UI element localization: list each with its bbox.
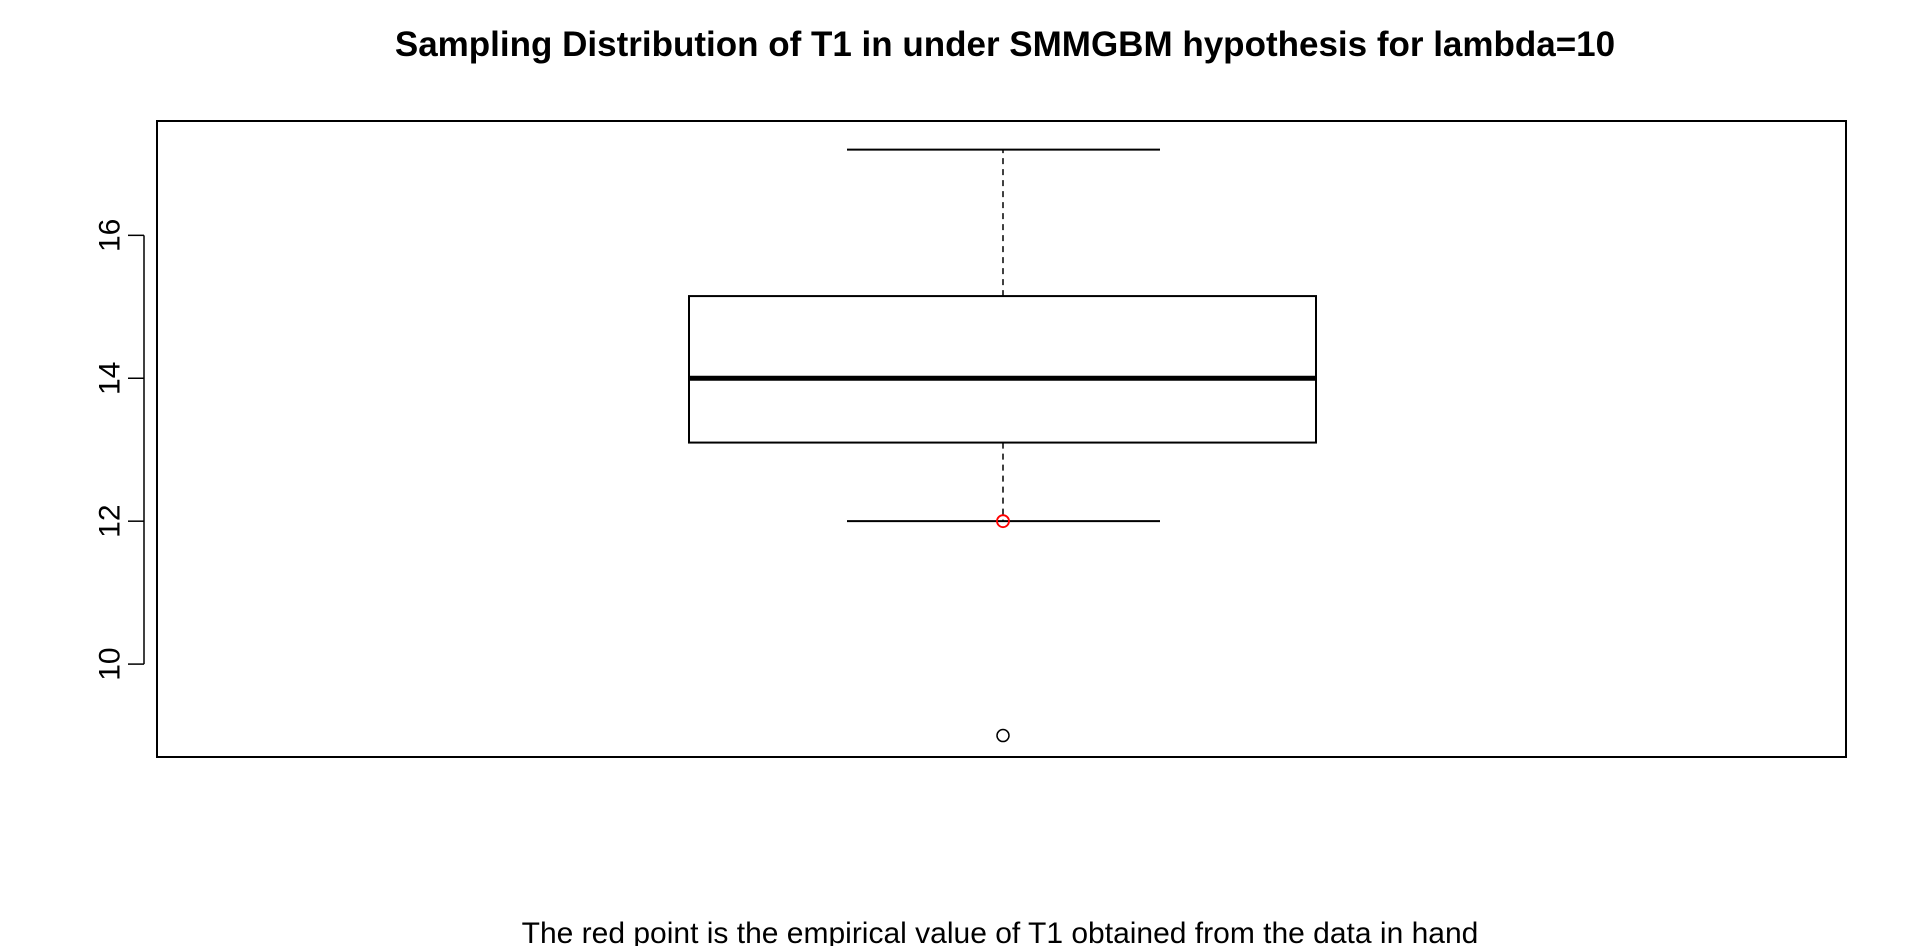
- y-axis-ticks: 10 12 14 16: [94, 219, 144, 681]
- y-tick-label: 14: [94, 362, 127, 395]
- empirical-value-point: [996, 514, 1010, 529]
- y-tick-label: 16: [94, 219, 127, 252]
- plot-frame: [156, 120, 1847, 758]
- outlier-point: [996, 728, 1010, 743]
- y-tick-label: 10: [94, 647, 127, 680]
- x-axis-label: The red point is the empirical value of …: [522, 917, 1479, 946]
- box-plot: [688, 148, 1317, 743]
- y-tick-label: 12: [94, 504, 127, 537]
- chart-title: Sampling Distribution of T1 in under SMM…: [395, 25, 1615, 64]
- interquartile-box: [688, 295, 1317, 444]
